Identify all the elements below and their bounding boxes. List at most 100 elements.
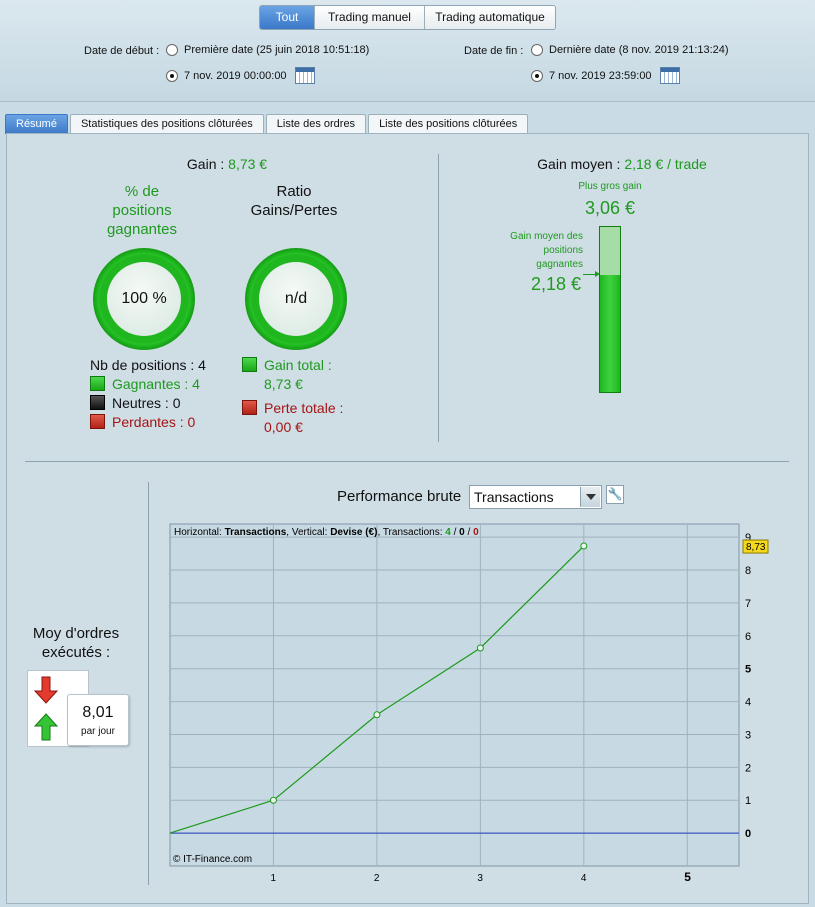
loss-total-label: Perte totale : (264, 400, 344, 416)
winners-swatch (90, 376, 105, 391)
avg-gain-bar-fill (600, 274, 620, 392)
start-first-date-option[interactable]: Première date (25 juin 2018 10:51:18) (166, 44, 369, 56)
orders-per-day-unit: par jour (81, 726, 115, 737)
y-tick-label: 8 (745, 565, 751, 577)
tab-orders[interactable]: Liste des ordres (265, 114, 367, 134)
avg-marker-arrow (583, 274, 598, 275)
end-custom-date-text: 7 nov. 2019 23:59:00 (549, 69, 652, 82)
pct-winners-gauge: 100 % (93, 248, 195, 350)
last-value-label: 8,73 (746, 542, 766, 553)
performance-dropdown[interactable]: Transactions (469, 485, 602, 509)
pct-winners-value: 100 % (107, 262, 181, 336)
avg-gain-bar (599, 226, 621, 393)
pct-winners-title: % de positions gagnantes (106, 183, 178, 238)
ratio-title: Ratio Gains/Pertes (250, 183, 338, 219)
loss-total-swatch (242, 400, 257, 415)
end-last-date-text: Dernière date (8 nov. 2019 21:13:24) (549, 44, 729, 56)
x-tick-label: 3 (477, 873, 483, 884)
x-tick-label: 1 (270, 873, 276, 884)
orders-per-day-card: 8,01 par jour (67, 694, 129, 746)
divider (148, 482, 149, 885)
y-tick-label: 0 (745, 828, 751, 840)
end-last-radio[interactable] (531, 44, 543, 56)
gain-total-value: 8,73 € (264, 376, 303, 392)
performance-dropdown-value: Transactions (474, 489, 554, 505)
data-point (476, 644, 484, 652)
gain-total-swatch (242, 357, 257, 372)
chevron-down-icon[interactable] (580, 487, 600, 507)
winners-count: Gagnantes : 4 (90, 376, 200, 392)
gain-summary: Gain : 8,73 € (127, 156, 327, 172)
section-divider (25, 461, 789, 462)
loss-total: Perte totale : (242, 400, 343, 416)
gain-total-label: Gain total : (264, 357, 332, 373)
neutral-count: Neutres : 0 (90, 395, 180, 411)
nb-positions: Nb de positions : 4 (90, 357, 206, 373)
end-custom-radio[interactable] (531, 69, 543, 82)
mode-manual-button[interactable]: Trading manuel (315, 6, 425, 29)
tab-closed-stats[interactable]: Statistiques des positions clôturées (69, 114, 264, 134)
divider (438, 154, 439, 442)
mode-selector: Tout Trading manuel Trading automatique (259, 5, 556, 30)
filter-header: Tout Trading manuel Trading automatique … (0, 0, 815, 102)
orders-arrows-icon (33, 676, 59, 741)
calendar-icon[interactable] (659, 67, 680, 84)
x-tick-label: 2 (374, 873, 380, 884)
neutral-swatch (90, 395, 105, 410)
avg-gain-label: Gain moyen : (537, 156, 621, 172)
wrench-icon[interactable]: 🔧 (606, 485, 624, 504)
gain-label: Gain : (186, 156, 225, 172)
avg-winning-value: 2,18 € (530, 274, 581, 294)
losers-swatch (90, 414, 105, 429)
max-gain-value: 3,06 € (584, 198, 636, 218)
loss-total-value: 0,00 € (264, 419, 303, 435)
performance-chart: 0 1 2 3 4 5 6 7 8 9 1 2 3 4 5 Horizontal: Transactions… (169, 523, 769, 884)
tab-summary[interactable]: Résumé (5, 114, 68, 134)
data-point (269, 796, 277, 804)
avg-winning-label: Gain moyen des positions gagnantes (510, 231, 583, 270)
start-first-date-text: Première date (25 juin 2018 10:51:18) (184, 44, 370, 56)
avg-gain-value: 2,18 € / trade (624, 156, 707, 172)
y-tick-label: 7 (745, 598, 751, 610)
start-custom-date-text: 7 nov. 2019 00:00:00 (184, 69, 287, 82)
tab-bar: Résumé Statistiques des positions clôtur… (5, 114, 530, 134)
start-custom-radio[interactable] (166, 69, 178, 82)
gain-value: 8,73 € (228, 156, 268, 172)
mode-auto-button[interactable]: Trading automatique (425, 6, 555, 29)
data-point (373, 711, 381, 719)
data-point (580, 542, 588, 550)
performance-label: Performance brute (337, 488, 462, 505)
avg-gain-summary: Gain moyen : 2,18 € / trade (477, 156, 767, 172)
start-date-label: Date de début : (84, 45, 160, 57)
neutral-text: Neutres : 0 (112, 395, 181, 411)
x-tick-label: 4 (581, 873, 587, 884)
y-tick-label: 5 (745, 664, 751, 676)
y-tick-label: 9 (745, 532, 751, 544)
last-value-badge: 8,73 (742, 539, 769, 554)
mode-all-button[interactable]: Tout (260, 6, 315, 29)
arrow-right-icon (595, 271, 600, 277)
start-custom-date-option[interactable]: 7 nov. 2019 00:00:00 (166, 67, 315, 84)
ratio-value: n/d (259, 262, 333, 336)
winners-text: Gagnantes : 4 (112, 376, 200, 392)
ratio-gauge: n/d (245, 248, 347, 350)
y-tick-label: 6 (745, 631, 751, 643)
end-custom-date-option[interactable]: 7 nov. 2019 23:59:00 (531, 67, 680, 84)
losers-count: Perdantes : 0 (90, 414, 195, 430)
end-date-label: Date de fin : (464, 45, 524, 57)
y-tick-label: 3 (745, 729, 751, 741)
y-tick-label: 2 (745, 762, 751, 774)
orders-per-day-value: 8,01 (82, 704, 114, 721)
y-tick-label: 1 (745, 795, 751, 807)
y-tick-label: 4 (745, 697, 751, 709)
summary-panel: Gain : 8,73 € % de positions gagnantes 1… (6, 133, 809, 904)
calendar-icon[interactable] (294, 67, 315, 84)
chart-plot-area (169, 523, 740, 867)
chart-header: Horizontal: Transactions, Vertical: Devi… (174, 527, 479, 538)
orders-title: Moy d'ordres exécutés : (32, 625, 120, 661)
end-last-date-option[interactable]: Dernière date (8 nov. 2019 21:13:24) (531, 44, 729, 56)
losers-text: Perdantes : 0 (112, 414, 196, 430)
tab-closed-positions[interactable]: Liste des positions clôturées (368, 114, 529, 134)
start-first-radio[interactable] (166, 44, 178, 56)
x-tick-label: 5 (684, 870, 691, 884)
